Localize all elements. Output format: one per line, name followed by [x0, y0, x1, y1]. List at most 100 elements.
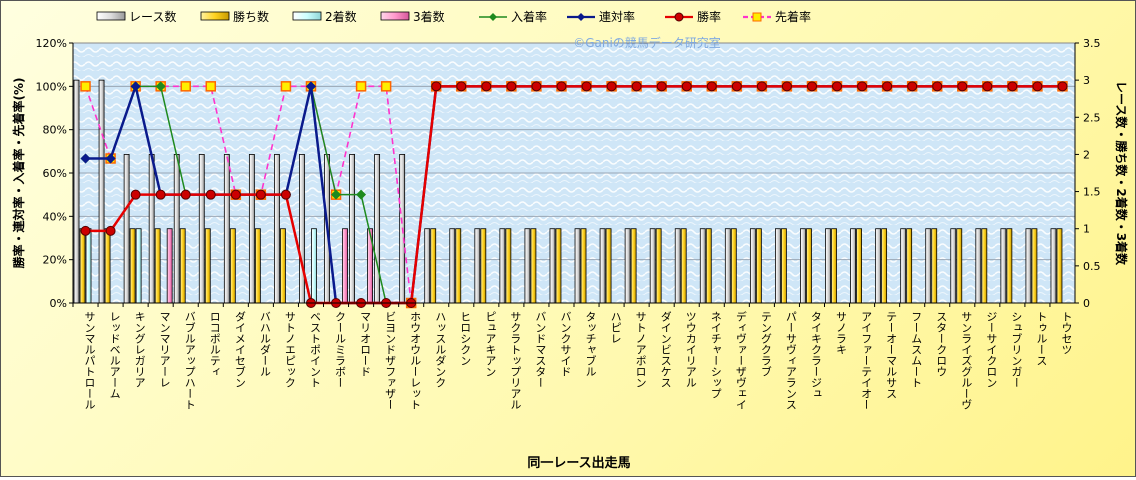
- races-bar: [800, 228, 806, 304]
- win-rate-point: [556, 81, 567, 92]
- wins-bar: [580, 228, 587, 304]
- wins-bar: [430, 228, 437, 304]
- y-left-tick-label: 0%: [50, 297, 67, 310]
- win-rate-point: [1032, 81, 1043, 92]
- rentai-rate-point: [130, 81, 141, 92]
- y-right-tick-label: 0.5: [1083, 260, 1101, 273]
- races-bar: [925, 228, 932, 304]
- wins-bar: [455, 228, 462, 304]
- wins-bar: [530, 228, 537, 304]
- races-bar: [649, 228, 656, 304]
- win-rate-point: [581, 81, 592, 92]
- senchaku-rate-point: [80, 81, 91, 92]
- races-bar: [524, 228, 531, 304]
- x-tick-label: タイキクラージュ: [809, 311, 822, 399]
- y-right-tick-label: 2: [1083, 148, 1090, 161]
- x-tick-label: サンライズグルーヴ: [960, 311, 973, 410]
- wins-bar: [129, 228, 136, 304]
- x-tick-label: テーオーマルサス: [885, 311, 898, 399]
- x-tick-label: トゥルース: [1035, 311, 1048, 366]
- x-tick-label: キングレガリア: [133, 311, 146, 388]
- win-rate-point: [957, 81, 968, 92]
- x-tick-label: テングクラブ: [759, 311, 772, 377]
- win-rate-point: [857, 81, 868, 92]
- x-tick-label: ツウカイリアル: [684, 311, 697, 388]
- x-tick-label: ベストポイント: [308, 311, 321, 388]
- races-bar: [1000, 228, 1007, 304]
- third-bar: [342, 228, 348, 304]
- x-tick-label: スタークロウ: [935, 311, 948, 377]
- races-bar: [1050, 228, 1057, 304]
- wins-bar: [179, 228, 186, 304]
- races-bar: [699, 228, 706, 304]
- races-bar: [274, 154, 280, 304]
- legend-label: 勝ち数: [233, 9, 269, 24]
- senchaku-rate-point: [355, 81, 367, 92]
- x-tick-label: ビヨンドザファザー: [384, 311, 397, 410]
- x-tick-label: アイファーテイオー: [860, 311, 873, 410]
- wins-bar: [881, 228, 888, 304]
- races-bar: [825, 228, 831, 304]
- win-rate-point: [932, 81, 943, 92]
- wins-bar: [806, 228, 812, 304]
- legend-label: 2着数: [325, 9, 357, 24]
- races-bar: [73, 79, 80, 304]
- win-rate-point: [180, 189, 191, 200]
- legend-label: 3着数: [413, 9, 445, 24]
- rentai-rate-point: [80, 153, 91, 164]
- wins-bar: [104, 228, 111, 304]
- win-rate-point: [1007, 81, 1018, 92]
- x-tick-label: マンマリアーレ: [158, 311, 171, 388]
- win-rate-point: [681, 81, 692, 92]
- wins-bar: [981, 228, 988, 304]
- watermark: ©Ganiの競馬データ研究室: [573, 35, 721, 50]
- x-tick-label: ディヴァーザヴェイ: [734, 310, 747, 410]
- wins-bar: [254, 228, 261, 304]
- win-rate-point: [280, 189, 291, 200]
- win-rate-point: [731, 81, 742, 92]
- wins-bar: [154, 228, 161, 304]
- wins-bar: [831, 228, 837, 304]
- win-rate-point: [631, 81, 642, 92]
- races-bar: [900, 228, 907, 304]
- wins-bar: [856, 228, 862, 304]
- x-tick-label: サンマルパトロール: [83, 311, 96, 410]
- second-bar: [311, 228, 317, 304]
- races-bar: [374, 154, 381, 304]
- x-tick-label: ダイメイセブン: [233, 311, 246, 388]
- wins-bar: [630, 228, 637, 304]
- x-tick-label: ネイチャーシップ: [709, 311, 722, 399]
- y-left-tick-label: 20%: [43, 254, 67, 267]
- races-bar: [198, 154, 205, 304]
- y-right-tick-label: 2.5: [1083, 111, 1101, 124]
- legend-label: 入着率: [511, 9, 547, 24]
- y-left-tick-label: 40%: [43, 210, 67, 223]
- x-tick-label: タッチャブル: [584, 311, 597, 377]
- win-rate-point: [506, 81, 517, 92]
- wins-bar: [229, 228, 236, 304]
- legend-item-second: 2着数: [292, 9, 357, 24]
- x-tick-label: ジーサイクロン: [985, 311, 998, 388]
- win-rate-point: [756, 81, 767, 92]
- y-right-tick-label: 3: [1083, 74, 1090, 87]
- legend-item-senchaku_rate: 先着率: [743, 9, 811, 24]
- wins-bar: [906, 228, 913, 304]
- x-tick-label: バンドマスター: [534, 311, 547, 388]
- races-bar: [248, 154, 255, 304]
- win-rate-point: [230, 189, 241, 200]
- races-bar: [449, 228, 456, 304]
- y-right-tick-label: 1: [1083, 223, 1090, 236]
- second-bar: [85, 228, 92, 304]
- wins-bar: [956, 228, 963, 304]
- legend-swatch: [96, 11, 126, 21]
- legend-item-place_rate: 入着率: [479, 9, 547, 24]
- x-tick-label: バンクサイド: [559, 311, 572, 377]
- bars: [73, 79, 1063, 304]
- legend-swatch: [380, 11, 410, 21]
- rentai-rate-point: [305, 81, 316, 92]
- legend-label: 連対率: [599, 9, 635, 24]
- x-tick-label: パーサヴィアランス: [784, 311, 797, 410]
- legend: レース数 勝ち数 2着数 3着数 入着率 連対率 勝率 先着率: [96, 9, 811, 24]
- wins-bar: [480, 228, 487, 304]
- win-rate-point: [832, 81, 843, 92]
